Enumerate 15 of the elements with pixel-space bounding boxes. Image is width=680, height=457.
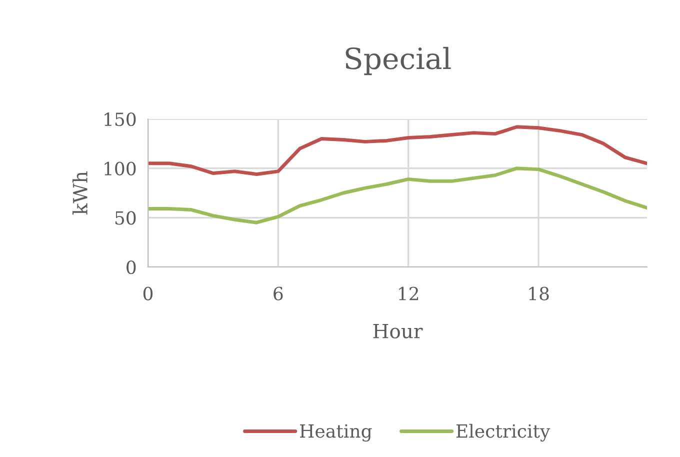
y-tick-label: 150 [104,112,136,126]
y-axis-title: kWh [72,171,88,215]
x-tick-label: 6 [274,286,283,300]
y-tick-label: 100 [104,162,136,176]
x-tick-label: 18 [529,286,549,300]
legend-label: Heating [300,424,372,442]
x-axis-title: Hour [373,324,423,338]
line-series [148,125,647,176]
line-series [148,166,647,224]
y-tick-label: 50 [115,211,136,225]
y-tick-label: 0 [126,260,136,274]
x-tick-label: 12 [399,286,418,300]
chart-title: Special [346,46,451,76]
x-tick-label: 0 [143,286,153,300]
legend-label: Electricity [456,424,550,442]
